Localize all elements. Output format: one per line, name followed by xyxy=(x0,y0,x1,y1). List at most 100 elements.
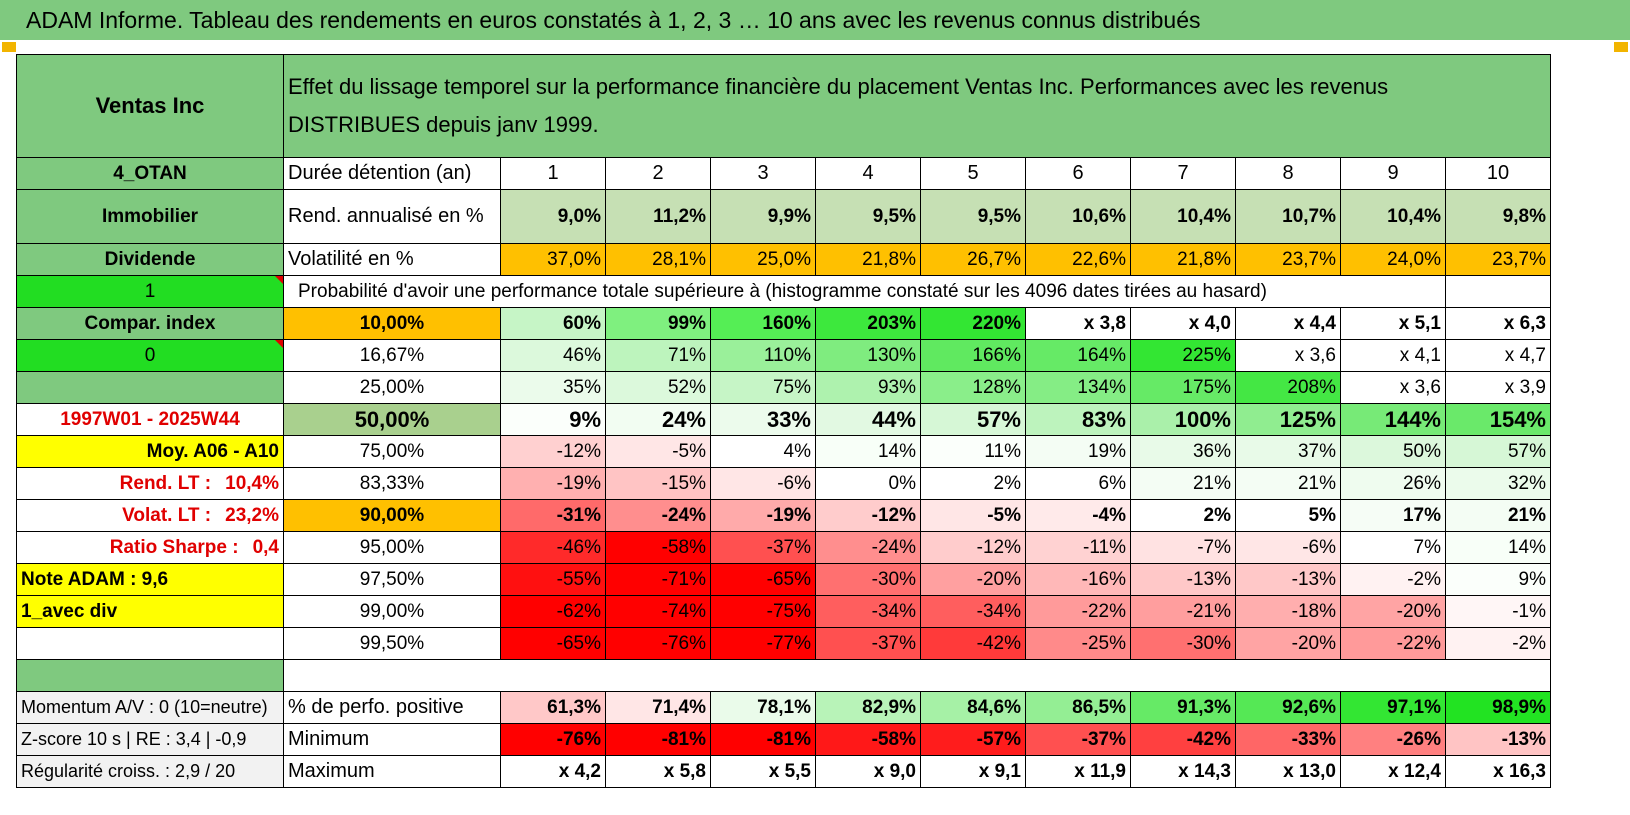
report-title: ADAM Informe. Tableau des rendements en … xyxy=(0,0,1630,40)
probability-cell: 128% xyxy=(920,371,1026,404)
threshold-level: 99,50% xyxy=(283,627,501,660)
return-value: 10,6% xyxy=(1025,189,1131,244)
probability-cell: 26% xyxy=(1340,467,1446,500)
probability-cell: -46% xyxy=(500,531,606,564)
threshold-level: 16,67% xyxy=(283,339,501,372)
probability-cell: -21% xyxy=(1130,595,1236,628)
probability-cell: x 4,7 xyxy=(1445,339,1551,372)
probability-cell: x 3,9 xyxy=(1445,371,1551,404)
probability-cell: 2% xyxy=(1130,499,1236,532)
probability-cell: 46% xyxy=(500,339,606,372)
probability-cell: 57% xyxy=(1445,435,1551,468)
flag-1[interactable]: 1 xyxy=(16,275,284,308)
return-value: 9,9% xyxy=(710,189,816,244)
minimum-value: -26% xyxy=(1340,723,1446,756)
duration-label: Durée détention (an) xyxy=(283,157,501,190)
performance-table: Ventas Inc Effet du lissage temporel sur… xyxy=(16,54,1551,788)
year-10: 10 xyxy=(1445,157,1551,190)
probability-cell: 110% xyxy=(710,339,816,372)
probability-cell: 164% xyxy=(1025,339,1131,372)
threshold-level: 97,50% xyxy=(283,563,501,596)
metric-label: Ratio Sharpe : xyxy=(109,536,239,558)
threshold-level: 50,00% xyxy=(283,403,501,436)
probability-cell: -74% xyxy=(605,595,711,628)
probability-cell: 21% xyxy=(1445,499,1551,532)
positive-perf-value: 86,5% xyxy=(1025,691,1131,724)
maximum-value: x 9,1 xyxy=(920,755,1026,788)
probability-cell: 203% xyxy=(815,307,921,340)
probability-cell: -19% xyxy=(710,499,816,532)
year-7: 7 xyxy=(1130,157,1236,190)
probability-cell: 99% xyxy=(605,307,711,340)
probability-cell: 225% xyxy=(1130,339,1236,372)
volatility-value: 23,7% xyxy=(1445,243,1551,276)
probability-cell: 24% xyxy=(605,403,711,436)
probability-cell: 160% xyxy=(710,307,816,340)
empty-cell xyxy=(1340,275,1446,308)
volatility-value: 22,6% xyxy=(1025,243,1131,276)
positive-perf-value: 97,1% xyxy=(1340,691,1446,724)
flag-2[interactable]: 0 xyxy=(16,339,284,372)
probability-cell: x 3,6 xyxy=(1340,371,1446,404)
maximum-value: x 11,9 xyxy=(1025,755,1131,788)
probability-cell: 2% xyxy=(920,467,1026,500)
year-4: 4 xyxy=(815,157,921,190)
probability-cell: 37% xyxy=(1235,435,1341,468)
minimum-value: -57% xyxy=(920,723,1026,756)
positive-perf-value: 71,4% xyxy=(605,691,711,724)
return-value: 10,7% xyxy=(1235,189,1341,244)
positive-perf-value: 84,6% xyxy=(920,691,1026,724)
probability-cell: -15% xyxy=(605,467,711,500)
probability-cell: -77% xyxy=(710,627,816,660)
probability-cell: -13% xyxy=(1235,563,1341,596)
maximum-value: x 14,3 xyxy=(1130,755,1236,788)
probability-cell: -24% xyxy=(605,499,711,532)
probability-cell: 44% xyxy=(815,403,921,436)
maximum-value: x 5,8 xyxy=(605,755,711,788)
probability-cell: -2% xyxy=(1445,627,1551,660)
probability-cell: -71% xyxy=(605,563,711,596)
threshold-level: 99,00% xyxy=(283,595,501,628)
probability-cell: -55% xyxy=(500,563,606,596)
probability-cell: 134% xyxy=(1025,371,1131,404)
probability-cell: 4% xyxy=(710,435,816,468)
metric-value: 0,4 xyxy=(252,536,279,558)
return-value: 9,5% xyxy=(815,189,921,244)
maximum-side-stat: Régularité croiss. : 2,9 / 20 xyxy=(16,755,284,788)
long-term-return: Rend. LT : 10,4% xyxy=(16,467,284,500)
probability-cell: 9% xyxy=(500,403,606,436)
minimum-value: -13% xyxy=(1445,723,1551,756)
metric-label: Volat. LT : xyxy=(122,504,212,526)
probability-cell: -13% xyxy=(1130,563,1236,596)
probability-cell: x 4,4 xyxy=(1235,307,1341,340)
asset-code: 4_OTAN xyxy=(16,157,284,190)
return-value: 10,4% xyxy=(1130,189,1236,244)
yellow-marker-left xyxy=(2,42,16,52)
positive-perf-value: 91,3% xyxy=(1130,691,1236,724)
volatility-value: 24,0% xyxy=(1340,243,1446,276)
maximum-value: x 4,2 xyxy=(500,755,606,788)
variant: 1_avec div xyxy=(16,595,284,628)
probability-cell: 166% xyxy=(920,339,1026,372)
return-value: 9,8% xyxy=(1445,189,1551,244)
return-label: Rend. annualisé en % xyxy=(283,189,501,244)
probability-cell: 33% xyxy=(710,403,816,436)
probability-cell: 19% xyxy=(1025,435,1131,468)
probability-cell: -65% xyxy=(710,563,816,596)
probability-cell: 83% xyxy=(1025,403,1131,436)
year-8: 8 xyxy=(1235,157,1341,190)
probability-cell: -6% xyxy=(710,467,816,500)
probability-cell: -25% xyxy=(1025,627,1131,660)
minimum-value: -33% xyxy=(1235,723,1341,756)
probability-cell: 75% xyxy=(710,371,816,404)
probability-cell: x 4,1 xyxy=(1340,339,1446,372)
probability-cell: -22% xyxy=(1025,595,1131,628)
probability-cell: x 6,3 xyxy=(1445,307,1551,340)
probability-cell: 14% xyxy=(1445,531,1551,564)
probability-cell: 14% xyxy=(815,435,921,468)
probability-cell: -22% xyxy=(1340,627,1446,660)
probability-cell: -30% xyxy=(1130,627,1236,660)
probability-cell: 21% xyxy=(1130,467,1236,500)
probability-cell: -7% xyxy=(1130,531,1236,564)
maximum-value: x 9,0 xyxy=(815,755,921,788)
